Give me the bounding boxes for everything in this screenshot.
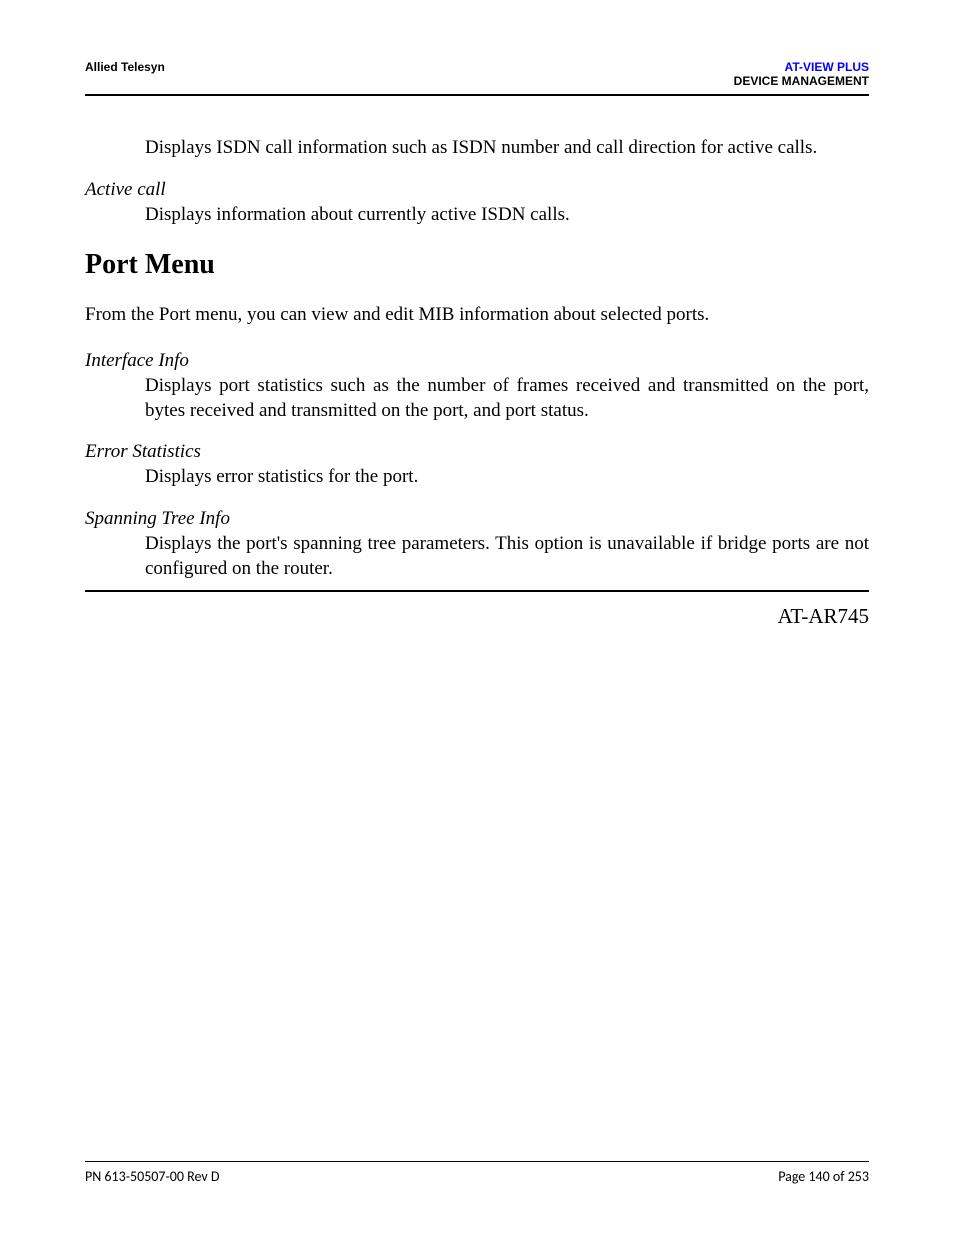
- definition-item: Interface Info Displays port statistics …: [85, 350, 869, 423]
- model-number: AT-AR745: [85, 604, 869, 629]
- definition-description: Displays information about currently act…: [145, 203, 869, 228]
- section-heading: Port Menu: [85, 249, 869, 281]
- definition-item: Active call Displays information about c…: [85, 179, 869, 228]
- footer-page-number: Page 140 of 253: [778, 1168, 869, 1185]
- definition-description: Displays the port's spanning tree parame…: [145, 532, 869, 581]
- definition-term: Active call: [85, 179, 869, 201]
- header-company: Allied Telesyn: [85, 60, 165, 74]
- page-footer: PN 613-50507-00 Rev D Page 140 of 253: [85, 1161, 869, 1185]
- definition-description: Displays error statistics for the port.: [145, 465, 869, 490]
- definition-item: Error Statistics Displays error statisti…: [85, 441, 869, 490]
- intro-paragraph: Displays ISDN call information such as I…: [145, 136, 869, 161]
- definition-term: Spanning Tree Info: [85, 508, 869, 530]
- section-intro: From the Port menu, you can view and edi…: [85, 303, 869, 328]
- header-product-name: AT-VIEW PLUS: [734, 60, 869, 74]
- footer-part-number: PN 613-50507-00 Rev D: [85, 1168, 219, 1185]
- header-product: AT-VIEW PLUS DEVICE MANAGEMENT: [734, 60, 869, 88]
- page-content: Displays ISDN call information such as I…: [85, 136, 869, 1161]
- page-header: Allied Telesyn AT-VIEW PLUS DEVICE MANAG…: [85, 60, 869, 96]
- definition-description: Displays port statistics such as the num…: [145, 374, 869, 423]
- header-doc-title: DEVICE MANAGEMENT: [734, 74, 869, 88]
- definition-term: Error Statistics: [85, 441, 869, 463]
- definition-term: Interface Info: [85, 350, 869, 372]
- horizontal-rule: [85, 590, 869, 592]
- definition-item: Spanning Tree Info Displays the port's s…: [85, 508, 869, 581]
- document-page: Allied Telesyn AT-VIEW PLUS DEVICE MANAG…: [0, 0, 954, 1235]
